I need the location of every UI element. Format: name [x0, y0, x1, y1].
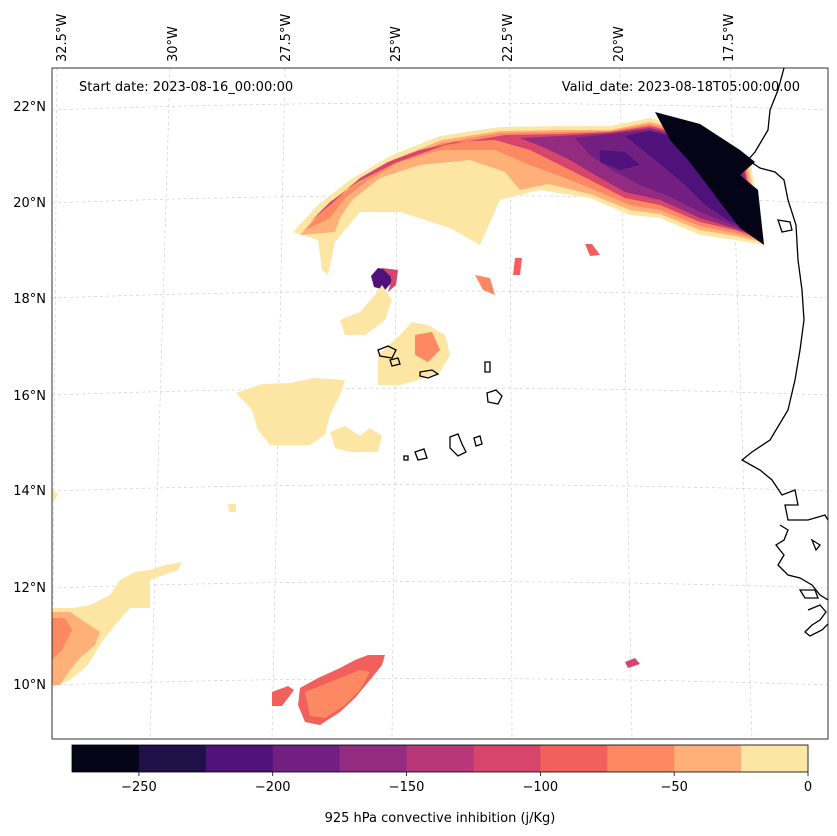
- colorbar-segment: [272, 745, 341, 772]
- map-frame: [51, 67, 829, 740]
- colorbar-tick-label: −150: [389, 780, 425, 795]
- colorbar-segment: [72, 745, 140, 772]
- colorbar-segment: [540, 745, 608, 772]
- colorbar: −250 −200 −150 −100 −50 0: [71, 744, 812, 795]
- lon-label: 20°W: [612, 26, 627, 62]
- cape-verde-islands: [377, 345, 397, 359]
- colorbar-segment: [741, 745, 809, 772]
- lon-label: 30°W: [166, 26, 181, 62]
- contour-band-darkest: [655, 112, 764, 245]
- lat-label: 22°N: [13, 100, 46, 115]
- colorbar-segment: [607, 745, 675, 772]
- lon-label: 25°W: [389, 26, 404, 62]
- colorbar-segment: [473, 745, 541, 772]
- longitude-labels: 32.5°W 30°W 27.5°W 25°W 22.5°W 20°W 17.5…: [55, 14, 737, 62]
- contour-patch-dark: [371, 268, 392, 290]
- contour-patch-southwest: [52, 562, 182, 687]
- colorbar-tick-label: −50: [660, 780, 687, 795]
- colorbar-label: 925 hPa convective inhibition (j/Kg): [325, 811, 556, 826]
- lat-label: 10°N: [13, 678, 46, 693]
- colorbar-tick-label: 0: [804, 780, 812, 795]
- lon-label: 17.5°W: [722, 14, 737, 62]
- colorbar-tick-label: −200: [255, 780, 291, 795]
- start-date-label: Start date: 2023-08-16_00:00:00: [79, 80, 293, 95]
- valid-date-label: Valid_date: 2023-08-18T05:00:00.00: [562, 80, 800, 95]
- contour-band-deep-purple: [625, 131, 752, 232]
- contour-patch-yellow-1: [340, 285, 392, 335]
- lat-label: 18°N: [13, 292, 46, 307]
- lon-label: 32.5°W: [55, 14, 70, 62]
- contour-patch-yellow-3: [236, 378, 345, 445]
- lon-label: 27.5°W: [279, 14, 294, 62]
- coastlines: [377, 68, 828, 637]
- lon-label: 22.5°W: [501, 14, 516, 62]
- colorbar-frame: [71, 744, 809, 773]
- latitude-labels: 22°N 20°N 18°N 16°N 14°N 12°N 10°N: [13, 100, 46, 693]
- lat-label: 12°N: [13, 581, 46, 596]
- colorbar-tick-label: −100: [523, 780, 559, 795]
- lat-label: 14°N: [13, 484, 46, 499]
- colorbar-segment: [674, 745, 742, 772]
- lat-label: 16°N: [13, 389, 46, 404]
- lat-label: 20°N: [13, 196, 46, 211]
- colorbar-segment: [138, 745, 207, 772]
- africa-coastline: [740, 68, 828, 521]
- colorbar-segment: [406, 745, 474, 772]
- colorbar-tick-label: −250: [121, 780, 157, 795]
- cin-contours: [52, 112, 765, 725]
- colorbar-segment: [205, 745, 274, 772]
- colorbar-segment: [339, 745, 408, 772]
